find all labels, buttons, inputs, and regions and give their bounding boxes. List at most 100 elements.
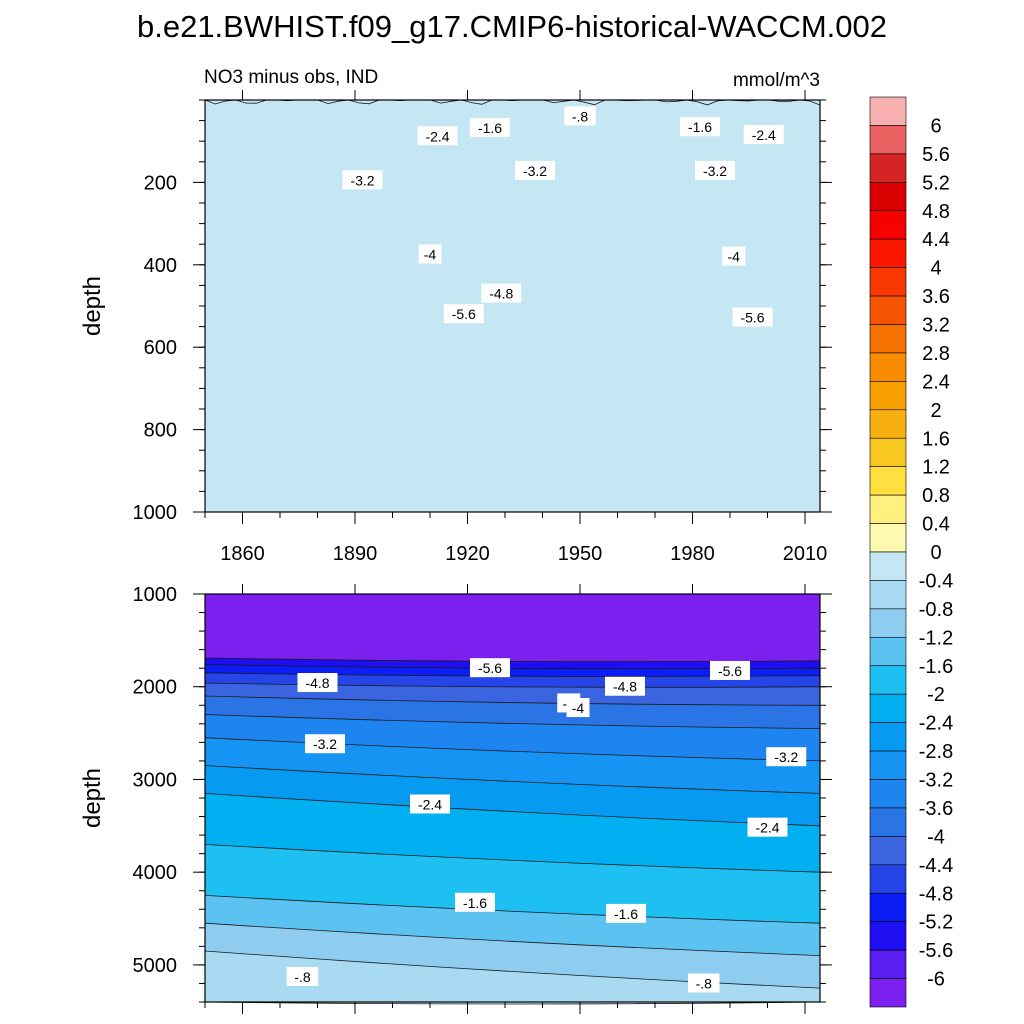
contour-label: -1.6	[614, 906, 638, 922]
contour-label-bg	[688, 973, 720, 993]
ytick-label-upper: 1000	[133, 502, 178, 524]
colorbar-box	[869, 523, 907, 553]
colorbar-label: 3.2	[922, 315, 950, 337]
contour-label: -4.8	[489, 286, 513, 302]
contour-label: -1.6	[463, 895, 487, 911]
colorbar-box	[869, 125, 907, 155]
ytick-label-upper: 600	[144, 337, 177, 359]
band-lower-13	[204, 950, 821, 1003]
contour-label-bg	[470, 118, 510, 138]
contour-label-bg	[695, 160, 735, 180]
colorbar-box	[869, 608, 907, 638]
colorbar-box	[869, 267, 907, 297]
colorbar-box	[869, 637, 907, 667]
colorbar-label: 4.4	[922, 229, 950, 251]
colorbar-label: -0.8	[919, 599, 953, 621]
contour-label-bg	[564, 106, 596, 126]
contour-label-bg	[722, 246, 746, 266]
colorbar-box	[869, 807, 907, 837]
contour-label: -5.6	[718, 663, 742, 679]
contour-label-bg	[410, 794, 450, 814]
xtick-label-upper: 1860	[220, 543, 265, 565]
contour-label-bg	[680, 117, 720, 137]
contour-label: -.8	[294, 969, 311, 985]
colorbar-box	[869, 324, 907, 354]
contour-label: -3.2	[774, 749, 798, 765]
colorbar-box	[869, 836, 907, 866]
contour-label-bg	[305, 734, 345, 754]
contour-label-bg	[710, 660, 750, 680]
colorbar-label: -3.6	[919, 798, 953, 820]
contour-label-bg	[443, 304, 484, 324]
contour-label: -4	[728, 249, 741, 265]
colorbar-label: -2	[927, 684, 945, 706]
colorbar-label: 5.2	[922, 172, 950, 194]
contour-label: -3.2	[313, 736, 337, 752]
contour-label-bg	[743, 125, 784, 145]
contour-label: -4	[572, 700, 585, 716]
colorbar-label: 2.4	[922, 371, 950, 393]
colorbar-label: 1.2	[922, 457, 950, 479]
contour-label-bg	[417, 126, 458, 146]
contour-label: -4.8	[613, 679, 637, 695]
ytick-label-upper: 400	[144, 255, 177, 277]
colorbar-label: 2.8	[922, 343, 950, 365]
colorbar-box	[869, 892, 907, 922]
colorbar-label: -6	[927, 969, 945, 991]
contour-label: -2.4	[418, 796, 442, 812]
xtick-label-upper: 1890	[333, 543, 378, 565]
colorbar-label: 5.6	[922, 144, 950, 166]
contour-label-bg	[515, 160, 555, 180]
xtick-label-upper: 1950	[558, 543, 603, 565]
contour-label-bg	[481, 283, 522, 303]
colorbar-box	[869, 750, 907, 780]
contour-label: -4.8	[305, 675, 329, 691]
ytick-label-lower: 2000	[133, 677, 178, 699]
contour-label: -3.2	[350, 172, 374, 188]
colorbar-label: 0.8	[922, 485, 950, 507]
ytick-label-upper: 200	[144, 172, 177, 194]
contour-label-bg	[605, 676, 645, 696]
contour-label-bg	[418, 244, 442, 264]
contour-label-bg	[766, 747, 807, 767]
contour-label-bg	[470, 658, 510, 678]
ytick-label-lower: 4000	[133, 862, 178, 884]
colorbar-box	[869, 949, 907, 979]
ylabel-upper: depth	[79, 276, 106, 336]
contour-label-bg	[606, 903, 646, 923]
colorbar-label: 3.6	[922, 286, 950, 308]
contour-label-bg	[732, 307, 773, 327]
colorbar-label: -1.2	[919, 627, 953, 649]
contour-label-bg	[747, 817, 788, 837]
colorbar-box	[869, 409, 907, 439]
contour-label: -.8	[696, 975, 713, 991]
contour-label: -5.6	[452, 306, 476, 322]
contour-label: -4	[424, 247, 437, 263]
colorbar-box	[869, 864, 907, 894]
colorbar-box	[869, 466, 907, 496]
colorbar-label: 2	[930, 400, 941, 422]
colorbar-box	[869, 693, 907, 723]
colorbar-label: -5.2	[919, 912, 953, 934]
colorbar-label: -1.6	[919, 656, 953, 678]
contour-label-bg	[297, 673, 338, 693]
ytick-label-lower: 1000	[133, 584, 178, 606]
colorbar-label: 6	[930, 115, 941, 137]
units-label: mmol/m^3	[733, 70, 820, 91]
colorbar: -6 -5.6 -5.2 -4.8 -4.4 -4 -3.6 -3.2 -2.8 -2.4 -2 -1…	[869, 96, 953, 1008]
contour-label-bg	[455, 892, 495, 912]
ytick-label-upper: 800	[144, 420, 177, 442]
colorbar-box	[869, 381, 907, 411]
contour-label: -3.2	[703, 163, 727, 179]
contour-label: -.8	[572, 108, 589, 124]
contour-label: -5.6	[740, 310, 764, 326]
xtick-label-upper: 1920	[445, 543, 490, 565]
colorbar-box	[869, 722, 907, 752]
colorbar-box	[869, 295, 907, 325]
contour-label: -1.6	[478, 120, 502, 136]
colorbar-label: -4.8	[919, 883, 953, 905]
contour-label: -5.6	[478, 660, 502, 676]
panel-lower: 10002000300040005000-5.6-5.6-4.8-4.8-4-4…	[133, 584, 832, 1014]
contour-label: -3.2	[523, 163, 547, 179]
